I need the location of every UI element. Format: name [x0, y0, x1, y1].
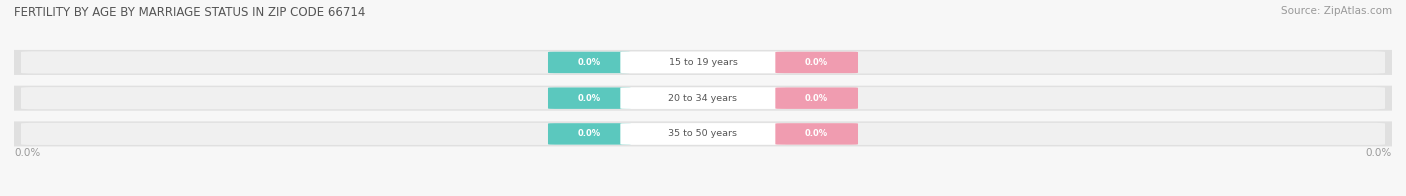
Text: 20 to 34 years: 20 to 34 years [668, 94, 738, 103]
FancyBboxPatch shape [0, 121, 1406, 146]
FancyBboxPatch shape [0, 86, 1406, 111]
FancyBboxPatch shape [620, 123, 786, 145]
FancyBboxPatch shape [21, 123, 1385, 145]
Text: 0.0%: 0.0% [806, 129, 828, 138]
Text: 15 to 19 years: 15 to 19 years [669, 58, 737, 67]
FancyBboxPatch shape [620, 52, 786, 73]
Text: 0.0%: 0.0% [806, 94, 828, 103]
Text: 35 to 50 years: 35 to 50 years [668, 129, 738, 138]
Text: 0.0%: 0.0% [14, 148, 41, 158]
FancyBboxPatch shape [548, 52, 631, 73]
Text: FERTILITY BY AGE BY MARRIAGE STATUS IN ZIP CODE 66714: FERTILITY BY AGE BY MARRIAGE STATUS IN Z… [14, 6, 366, 19]
FancyBboxPatch shape [21, 51, 1385, 74]
FancyBboxPatch shape [0, 50, 1406, 75]
FancyBboxPatch shape [21, 87, 1385, 109]
FancyBboxPatch shape [548, 87, 631, 109]
Text: 0.0%: 0.0% [578, 58, 600, 67]
FancyBboxPatch shape [775, 123, 858, 145]
FancyBboxPatch shape [548, 123, 631, 145]
Text: 0.0%: 0.0% [806, 58, 828, 67]
Text: 0.0%: 0.0% [1365, 148, 1392, 158]
Text: 0.0%: 0.0% [578, 129, 600, 138]
Text: 0.0%: 0.0% [578, 94, 600, 103]
FancyBboxPatch shape [620, 87, 786, 109]
FancyBboxPatch shape [775, 87, 858, 109]
Text: Source: ZipAtlas.com: Source: ZipAtlas.com [1281, 6, 1392, 16]
FancyBboxPatch shape [775, 52, 858, 73]
